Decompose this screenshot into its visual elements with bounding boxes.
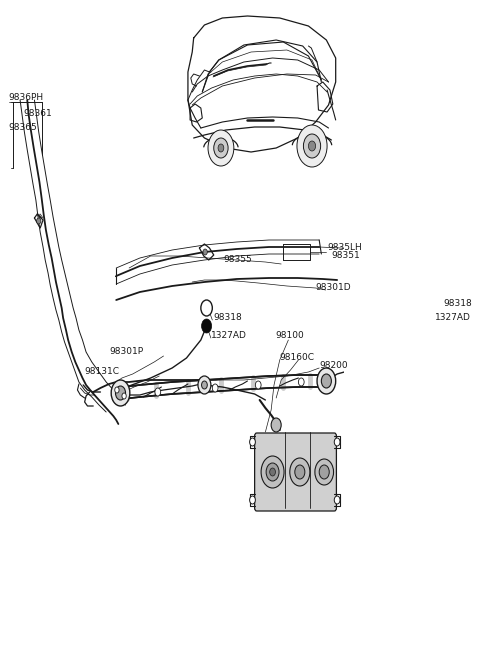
Circle shape	[317, 368, 336, 394]
Circle shape	[295, 465, 305, 479]
Circle shape	[303, 134, 321, 158]
Circle shape	[271, 418, 281, 432]
Circle shape	[250, 438, 255, 446]
Text: 1327AD: 1327AD	[211, 331, 247, 340]
Circle shape	[198, 376, 211, 394]
Circle shape	[334, 496, 340, 504]
Text: 98355: 98355	[224, 255, 252, 264]
Text: 98131C: 98131C	[84, 367, 120, 377]
Text: 98365: 98365	[9, 123, 37, 133]
Text: 9836PH: 9836PH	[9, 92, 44, 102]
Circle shape	[36, 218, 41, 224]
Text: 98200: 98200	[319, 361, 348, 369]
Circle shape	[297, 125, 327, 167]
Circle shape	[255, 381, 261, 389]
Circle shape	[212, 384, 218, 392]
Circle shape	[202, 319, 212, 333]
Circle shape	[321, 374, 331, 388]
Text: 98301D: 98301D	[316, 283, 351, 291]
Circle shape	[218, 144, 224, 152]
Text: 1327AD: 1327AD	[435, 314, 470, 323]
Circle shape	[433, 288, 445, 304]
Text: 98318: 98318	[214, 314, 242, 323]
Circle shape	[266, 463, 279, 481]
Circle shape	[122, 393, 126, 399]
Circle shape	[270, 468, 276, 476]
Text: 98351: 98351	[331, 251, 360, 260]
Circle shape	[309, 141, 316, 151]
Text: 98100: 98100	[276, 331, 304, 340]
Circle shape	[334, 438, 340, 446]
Circle shape	[201, 300, 212, 316]
Circle shape	[319, 465, 329, 479]
Circle shape	[111, 380, 130, 406]
Circle shape	[290, 458, 310, 486]
Circle shape	[203, 249, 207, 255]
Circle shape	[434, 306, 444, 320]
Circle shape	[315, 459, 334, 485]
Circle shape	[299, 378, 304, 386]
Circle shape	[155, 388, 161, 396]
Circle shape	[116, 386, 126, 400]
FancyBboxPatch shape	[254, 433, 336, 511]
Circle shape	[250, 496, 255, 504]
Circle shape	[202, 381, 207, 389]
Circle shape	[208, 130, 234, 166]
Circle shape	[214, 138, 228, 158]
Circle shape	[261, 456, 284, 488]
Text: 98301P: 98301P	[109, 348, 143, 356]
Text: 98160C: 98160C	[280, 352, 315, 361]
Text: 98361: 98361	[23, 108, 52, 117]
Text: 98318: 98318	[444, 298, 472, 308]
Text: 9835LH: 9835LH	[327, 243, 362, 251]
Circle shape	[115, 387, 119, 393]
